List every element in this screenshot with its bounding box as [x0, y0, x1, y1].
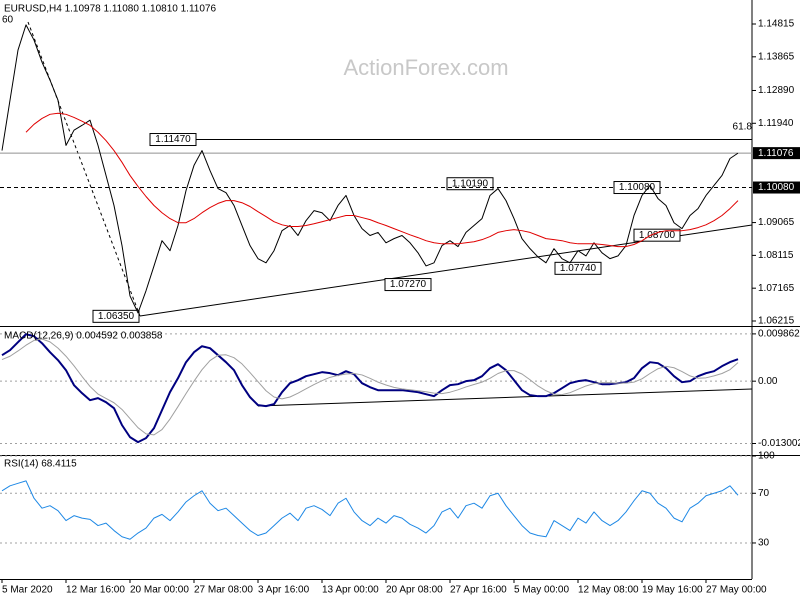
- x-tick-label: 20 Mar 00:00: [130, 585, 189, 596]
- level-label: 1.08700: [639, 230, 676, 241]
- level-label: 1.07270: [390, 279, 427, 290]
- y-tick-label: 1.11940: [758, 118, 794, 129]
- series-line: [1, 333, 739, 444]
- x-tick-label: 19 May 16:00: [642, 585, 703, 596]
- x-tick-label: 3 Apr 16:00: [258, 585, 310, 596]
- level-label: 1.10190: [452, 178, 489, 189]
- level-label: 1.06350: [98, 311, 135, 322]
- x-tick-label: 5 May 00:00: [514, 585, 569, 596]
- series-line: [1, 24, 739, 314]
- level-label: 1.11470: [155, 134, 191, 145]
- macd-trend-line: [257, 388, 753, 407]
- y-tick-label: 100: [758, 451, 775, 462]
- y-tick-label: 1.13865: [758, 51, 795, 62]
- panel-title: MACD(12,26,9) 0.004592 0.003858: [4, 331, 163, 342]
- y-tick-label: 1.14815: [758, 19, 795, 30]
- x-tick-label: 20 Apr 08:00: [386, 585, 443, 596]
- axis-price-box: [753, 181, 800, 194]
- panel-title: EURUSD,H4 1.10978 1.11080 1.10810 1.1107…: [4, 4, 216, 15]
- down-trend-line: [27, 21, 141, 317]
- x-tick-label: 5 Mar 2020: [2, 585, 53, 596]
- x-tick-label: 27 Apr 16:00: [450, 585, 507, 596]
- x-tick-label: 13 Apr 00:00: [322, 585, 379, 596]
- level-box: [92, 309, 140, 323]
- series-line: [1, 480, 739, 540]
- panel-title: RSI(14) 68.4115: [4, 459, 77, 470]
- level-box: [384, 278, 432, 292]
- y-tick-label: 1.06215: [758, 316, 795, 327]
- axis-price-label: 1.11076: [758, 148, 794, 159]
- series-line: [1, 338, 739, 436]
- note: 60: [2, 15, 14, 26]
- axis-price-label: 1.10080: [758, 182, 795, 193]
- y-tick-label: 0.00: [758, 376, 778, 387]
- x-tick-label: 27 Mar 08:00: [194, 585, 253, 596]
- watermark: ActionForex.com: [343, 55, 508, 80]
- x-tick-label: 27 May 00:00: [706, 585, 767, 596]
- note: 61.8: [733, 122, 753, 133]
- y-tick-label: 30: [758, 538, 770, 549]
- level-box: [446, 177, 494, 191]
- x-tick-label: 12 Mar 16:00: [66, 585, 125, 596]
- y-tick-label: 1.07165: [758, 283, 795, 294]
- y-tick-label: -0.013002: [758, 438, 800, 449]
- y-tick-label: 1.09065: [758, 217, 795, 228]
- axis-price-box: [753, 147, 800, 160]
- series-line: [25, 112, 739, 248]
- level-label: 1.07740: [560, 263, 597, 274]
- level-box: [554, 261, 602, 275]
- y-tick-label: 0.009862: [758, 329, 800, 340]
- y-tick-label: 1.12890: [758, 85, 795, 96]
- y-tick-label: 70: [758, 488, 770, 499]
- level-label: 1.10080: [619, 182, 656, 193]
- x-tick-label: 12 May 08:00: [578, 585, 639, 596]
- level-box: [613, 181, 661, 195]
- level-box: [149, 133, 197, 147]
- y-tick-label: 1.08115: [758, 250, 794, 261]
